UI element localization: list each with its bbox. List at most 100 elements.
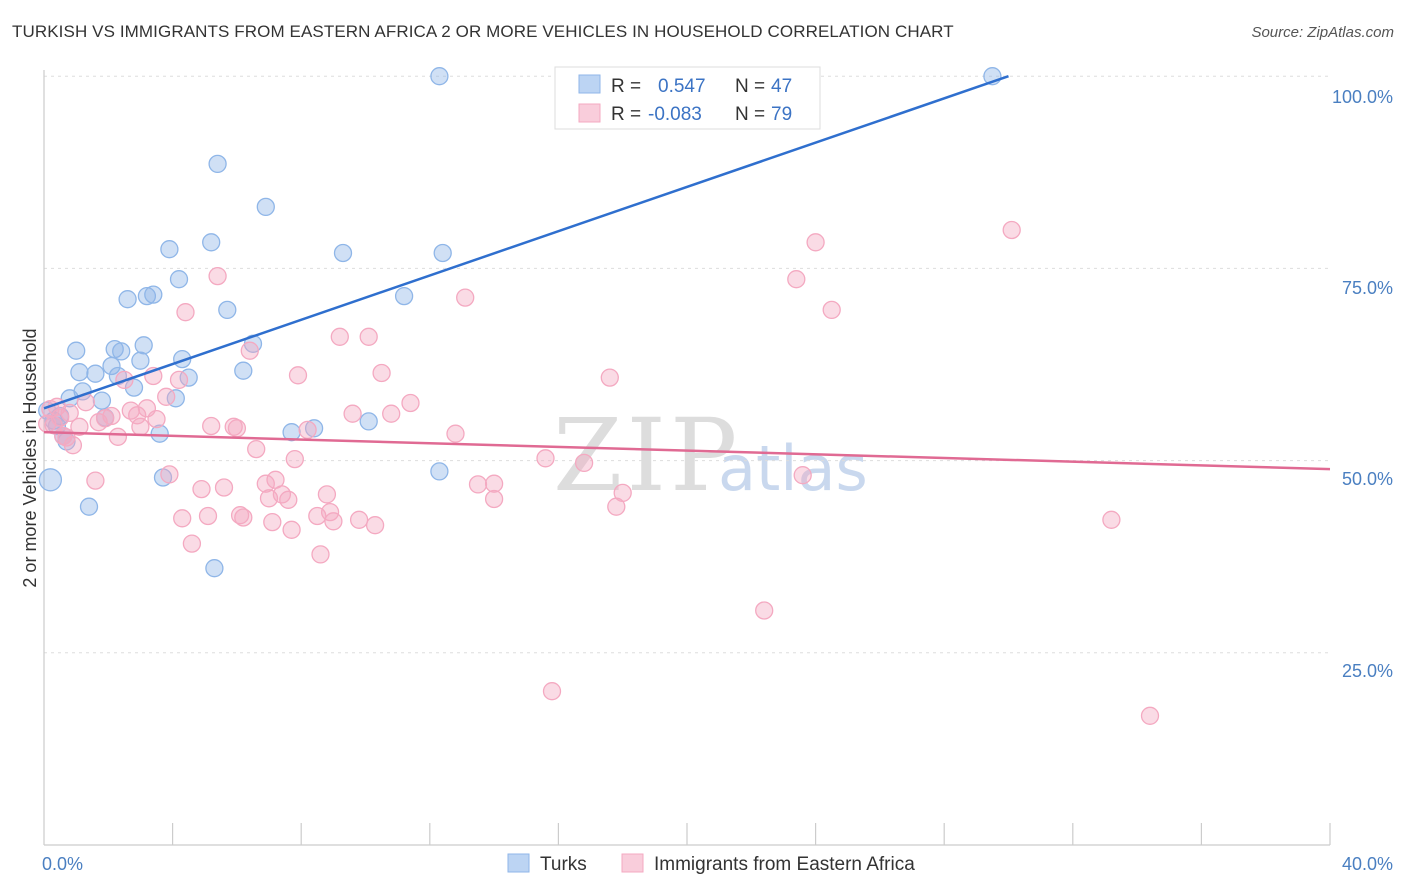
point-eastern-africa-39	[247, 439, 266, 459]
point-turks-29	[169, 270, 189, 289]
point-turks-22	[134, 336, 153, 355]
point-turks-1	[38, 468, 63, 492]
legend-r-label-eastern-africa: R =	[611, 104, 641, 125]
point-eastern-africa-57	[349, 510, 369, 529]
point-eastern-africa-56	[343, 404, 362, 423]
point-eastern-africa-49	[298, 420, 317, 440]
point-eastern-africa-48	[288, 366, 308, 385]
point-turks-42	[359, 412, 378, 431]
point-eastern-africa-25	[169, 370, 189, 390]
point-eastern-africa-81	[1140, 706, 1160, 725]
point-turks-13	[92, 391, 112, 410]
point-eastern-africa-37	[234, 508, 253, 527]
point-eastern-africa-64	[456, 288, 475, 307]
point-eastern-africa-79	[1002, 220, 1021, 240]
point-turks-44	[430, 462, 449, 481]
point-eastern-africa-35	[227, 419, 247, 438]
point-eastern-africa-23	[157, 387, 176, 406]
chart-source: Source: ZipAtlas.com	[1251, 24, 1394, 41]
point-eastern-africa-65	[468, 475, 488, 494]
bottom-legend-label-turks: Turks	[540, 854, 587, 875]
point-eastern-africa-47	[285, 449, 304, 469]
point-turks-34	[208, 154, 227, 174]
legend-n-value-eastern-africa: 79	[771, 104, 792, 125]
point-eastern-africa-26	[173, 509, 192, 528]
point-eastern-africa-42	[263, 512, 282, 532]
series-legend: Turks Immigrants from Eastern Africa	[507, 853, 915, 875]
gridlines	[44, 75, 1330, 654]
point-eastern-africa-80	[1102, 510, 1121, 529]
point-eastern-africa-4	[50, 408, 70, 427]
bottom-legend-label-eastern-africa: Immigrants from Eastern Africa	[654, 854, 915, 875]
legend-n-label-turks: N =	[735, 76, 765, 97]
point-turks-46	[430, 67, 449, 86]
point-eastern-africa-54	[324, 512, 343, 531]
point-turks-41	[333, 243, 353, 263]
point-eastern-africa-28	[182, 534, 202, 553]
point-eastern-africa-24	[160, 465, 179, 484]
point-eastern-africa-66	[484, 474, 504, 493]
point-eastern-africa-30	[198, 506, 218, 526]
point-eastern-africa-52	[317, 485, 337, 504]
y-tick-label-75: 75.0%	[1342, 278, 1393, 298]
watermark-atlas: atlas	[718, 432, 868, 505]
y-tick-label-25: 25.0%	[1342, 661, 1393, 681]
point-eastern-africa-38	[240, 341, 259, 360]
point-turks-25	[150, 424, 169, 443]
point-turks-18	[112, 342, 131, 361]
point-eastern-africa-29	[192, 479, 211, 499]
point-eastern-africa-15	[108, 427, 128, 446]
watermark-zip: ZIP	[553, 397, 741, 514]
point-turks-27	[160, 240, 179, 259]
point-eastern-africa-75	[787, 270, 806, 289]
point-eastern-africa-11	[86, 471, 105, 490]
point-turks-23	[137, 286, 157, 306]
point-eastern-africa-22	[147, 409, 166, 429]
point-eastern-africa-58	[359, 327, 378, 346]
point-eastern-africa-33	[214, 478, 234, 497]
point-eastern-africa-67	[484, 489, 504, 509]
point-turks-11	[79, 497, 99, 516]
point-eastern-africa-68	[536, 449, 555, 468]
point-turks-36	[234, 361, 253, 380]
point-eastern-africa-9	[70, 417, 89, 436]
trendline-eastern-africa	[43, 430, 1331, 471]
point-turks-19	[118, 290, 137, 309]
point-eastern-africa-77	[806, 233, 825, 252]
point-eastern-africa-63	[446, 424, 465, 443]
y-tick-label-50: 50.0%	[1342, 469, 1393, 489]
series-layer	[38, 67, 1331, 725]
point-turks-33	[205, 559, 224, 578]
point-turks-40	[304, 419, 324, 438]
point-turks-43	[394, 286, 414, 306]
point-turks-12	[86, 364, 105, 383]
point-eastern-africa-8	[63, 436, 83, 455]
series-eastern-africa	[38, 220, 1160, 725]
y-axis-label: 2 or more Vehicles in Household	[20, 328, 40, 587]
trendline-turks	[43, 75, 1009, 410]
y-tick-labels: 25.0% 50.0% 75.0% 100.0%	[1332, 87, 1393, 681]
point-eastern-africa-61	[382, 404, 401, 423]
point-turks-21	[131, 351, 150, 370]
point-eastern-africa-46	[282, 520, 301, 539]
y-tick-label-100: 100.0%	[1332, 87, 1393, 107]
point-eastern-africa-60	[372, 363, 391, 383]
point-eastern-africa-74	[755, 601, 774, 620]
x-tick-label-min: 0.0%	[42, 854, 83, 874]
stats-legend: R = 0.547 N = 47 R = -0.083 N = 79	[554, 66, 821, 130]
point-eastern-africa-71	[600, 368, 619, 387]
point-turks-32	[202, 233, 221, 252]
point-turks-35	[218, 300, 237, 320]
bottom-legend-swatch-eastern-africa	[621, 853, 644, 873]
legend-r-value-turks: 0.547	[658, 76, 706, 97]
legend-n-value-turks: 47	[771, 76, 792, 97]
point-eastern-africa-36	[230, 506, 250, 525]
point-eastern-africa-51	[311, 545, 330, 564]
point-turks-38	[256, 197, 275, 217]
x-tick-label-max: 40.0%	[1342, 854, 1393, 874]
x-axis-ticks	[172, 823, 1331, 845]
point-eastern-africa-76	[793, 466, 812, 485]
point-eastern-africa-73	[613, 483, 632, 503]
point-eastern-africa-45	[279, 490, 298, 509]
